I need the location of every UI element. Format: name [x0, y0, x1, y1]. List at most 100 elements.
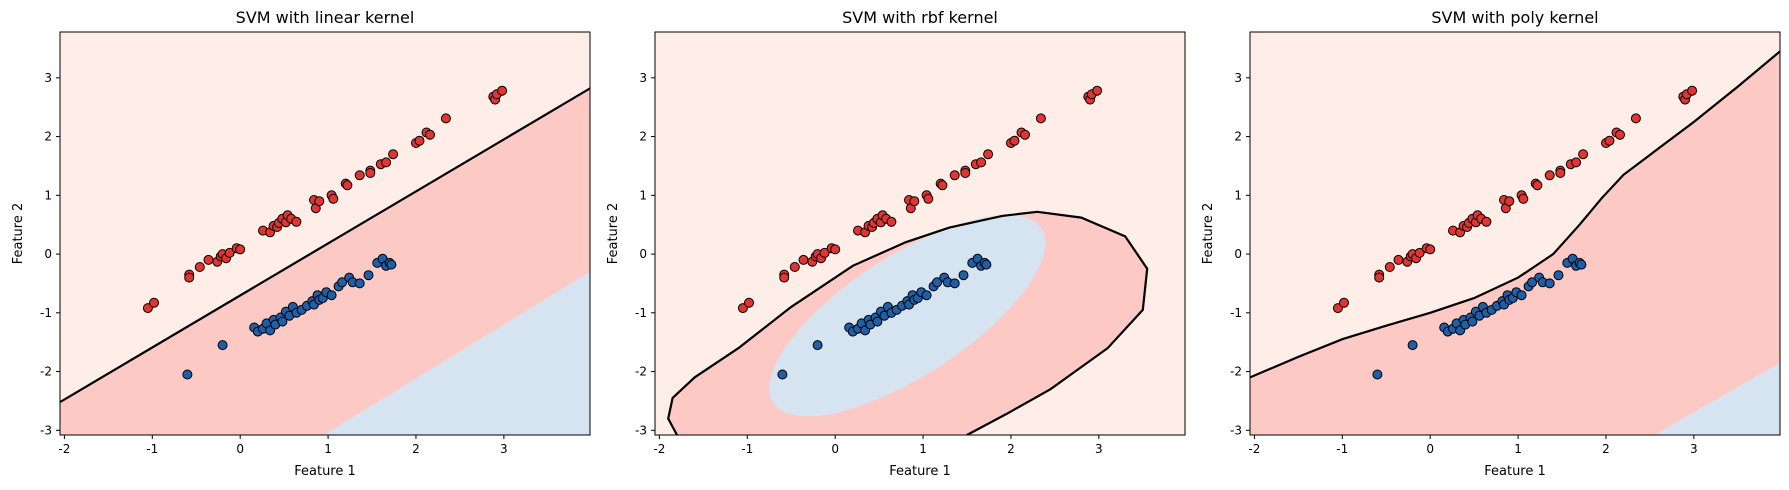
x-tick-label: 3	[1690, 442, 1698, 456]
point-class-1	[1516, 290, 1527, 301]
point-class-1	[386, 259, 397, 270]
y-tick-label: 1	[639, 188, 647, 202]
point-class-1	[1407, 340, 1418, 351]
point-class-0	[1339, 297, 1349, 308]
x-tick-label: -1	[741, 442, 753, 456]
y-tick-label: 1	[1234, 188, 1242, 202]
point-class-0	[354, 170, 365, 181]
point-class-0	[291, 216, 302, 227]
y-tick-label: 3	[44, 71, 52, 85]
y-tick-label: -2	[40, 365, 52, 379]
point-class-1	[949, 278, 960, 289]
point-class-0	[1578, 149, 1589, 160]
x-tick-label: 0	[236, 442, 244, 456]
point-class-0	[1425, 244, 1436, 255]
point-class-1	[326, 290, 337, 301]
point-class-0	[1604, 135, 1615, 146]
point-class-0	[960, 168, 971, 178]
y-tick-label: -1	[1230, 306, 1242, 320]
x-tick-label: 2	[1007, 442, 1015, 456]
chart-title: SVM with rbf kernel	[842, 8, 998, 27]
axes-frame	[654, 31, 1186, 436]
y-tick-label: 0	[44, 247, 52, 261]
point-class-0	[983, 149, 994, 160]
decision-boundary	[1250, 50, 1780, 379]
x-tick-label: -2	[653, 442, 665, 456]
point-class-0	[342, 180, 353, 191]
point-class-1	[1553, 270, 1564, 281]
point-class-0	[1035, 113, 1046, 124]
point-class-1	[1576, 259, 1587, 270]
point-class-0	[1504, 196, 1515, 207]
point-class-0	[1555, 168, 1566, 178]
x-tick-label: -1	[146, 442, 158, 456]
x-tick-label: 2	[412, 442, 420, 456]
point-class-0	[937, 180, 948, 191]
point-class-1	[1527, 277, 1538, 288]
x-tick-label: 1	[324, 442, 332, 456]
point-class-1	[958, 270, 969, 281]
point-class-0	[789, 262, 800, 272]
point-class-0	[425, 129, 435, 140]
point-class-0	[414, 135, 425, 146]
point-class-0	[923, 193, 934, 204]
y-tick-label: 2	[639, 130, 647, 144]
axes-frame	[1249, 31, 1781, 436]
point-class-0	[1630, 113, 1641, 124]
point-class-0	[381, 157, 392, 168]
point-class-0	[194, 262, 205, 272]
y-tick-label: -2	[1230, 365, 1242, 379]
x-tick-label: -2	[58, 442, 70, 456]
point-class-0	[235, 244, 246, 255]
point-class-1	[277, 316, 288, 327]
y-tick-label: -1	[40, 306, 52, 320]
y-tick-label: 0	[1234, 247, 1242, 261]
decision-boundary	[60, 87, 590, 404]
chart-title: SVM with linear kernel	[236, 8, 415, 27]
point-class-1	[1544, 278, 1555, 289]
y-tick-label: 0	[639, 247, 647, 261]
point-class-0	[1687, 85, 1698, 96]
y-tick-label: -3	[40, 423, 52, 437]
point-class-0	[1532, 180, 1543, 191]
x-tick-label: 1	[919, 442, 927, 456]
point-class-0	[365, 168, 376, 178]
point-class-0	[798, 254, 809, 265]
plot-area	[655, 32, 1185, 435]
point-class-1	[354, 278, 365, 289]
point-class-0	[224, 247, 235, 258]
subplot-2: -2 -1 0 1 2 3 -3 -2 -1 0 1 2 3 SVM with rbf kernel Fea…	[606, 8, 1186, 479]
point-class-0	[184, 272, 195, 283]
point-class-1	[1467, 316, 1478, 327]
region-negative	[323, 271, 590, 435]
x-tick-label: 0	[831, 442, 839, 456]
point-class-0	[744, 297, 754, 308]
point-class-0	[1009, 135, 1020, 146]
decision-boundary	[667, 210, 1149, 435]
point-class-0	[328, 193, 339, 204]
plot-area	[1250, 32, 1780, 435]
point-class-1	[363, 270, 374, 281]
region-negative	[1654, 362, 1780, 435]
point-class-0	[1384, 262, 1395, 272]
y-tick-label: -3	[1230, 423, 1242, 437]
point-class-0	[314, 196, 325, 207]
point-class-0	[1481, 216, 1492, 227]
y-tick-label: 2	[44, 130, 52, 144]
point-class-0	[886, 216, 897, 227]
plot-area	[60, 32, 590, 435]
x-axis-label: Feature 1	[889, 464, 951, 479]
y-axis-label: Feature 2	[606, 203, 621, 265]
point-class-0	[976, 157, 987, 168]
y-tick-label: 2	[1234, 130, 1242, 144]
point-class-1	[337, 277, 348, 288]
point-class-0	[203, 254, 214, 265]
point-class-1	[921, 290, 932, 301]
x-axis-label: Feature 1	[1484, 464, 1546, 479]
point-class-0	[819, 247, 830, 258]
y-tick-label: -2	[635, 365, 647, 379]
point-class-0	[949, 170, 960, 181]
region-margin	[60, 88, 590, 435]
y-axis-label: Feature 2	[11, 203, 26, 265]
